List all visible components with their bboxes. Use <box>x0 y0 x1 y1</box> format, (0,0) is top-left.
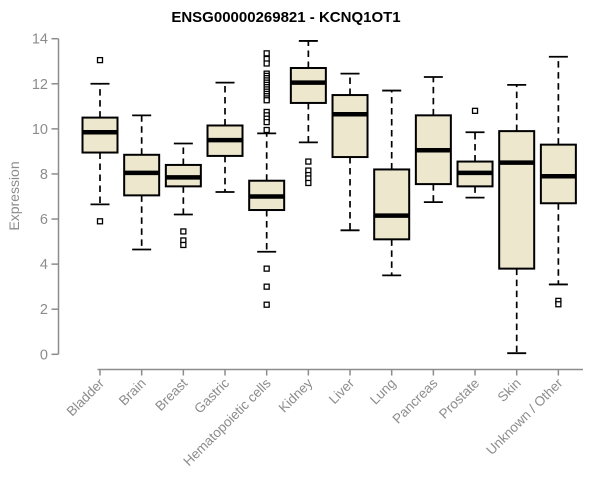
outlier-point-hematopoietic-cells <box>263 283 270 290</box>
y-tick-label: 6 <box>40 212 48 228</box>
y-tick-label: 14 <box>32 32 48 48</box>
outlier-point-hematopoietic-cells <box>263 301 270 308</box>
outlier-point-kidney <box>305 158 312 165</box>
chart-title: ENSG00000269821 - KCNQ1OT1 <box>171 9 401 26</box>
box-bladder <box>81 116 119 154</box>
outlier-point-kidney <box>305 179 312 187</box>
x-tick-label: Liver <box>326 375 358 407</box>
y-tick-label: 2 <box>40 302 48 318</box>
x-tick-label: Prostate <box>436 376 482 422</box>
x-tick-label: Pancreas <box>390 375 441 426</box>
outlier-point-prostate <box>471 107 479 114</box>
box-liver <box>331 94 369 159</box>
x-tick-label: Bladder <box>64 375 108 419</box>
x-tick-label: Breast <box>152 375 190 413</box>
y-tick-label: 10 <box>32 122 48 138</box>
y-tick-label: 12 <box>32 77 48 93</box>
x-tick-label: Kidney <box>276 375 316 415</box>
x-tick-label: Gastric <box>191 375 232 416</box>
outlier-point-breast <box>180 228 187 235</box>
outlier-point-hematopoietic-cells <box>263 50 270 57</box>
y-tick-label: 4 <box>40 257 48 273</box>
outlier-point-breast <box>180 241 187 249</box>
x-tick-label: Skin <box>495 376 524 405</box>
outlier-point-unknown-other <box>555 301 562 308</box>
box-unknown-other <box>539 143 577 205</box>
x-tick-label: Brain <box>116 376 149 409</box>
box-lung <box>373 168 411 241</box>
box-brain <box>123 153 161 197</box>
box-kidney <box>289 67 327 104</box>
y-tick-label: 8 <box>40 167 48 183</box>
outlier-point-hematopoietic-cells <box>263 97 270 104</box>
outlier-point-hematopoietic-cells <box>263 265 270 272</box>
outlier-point-hematopoietic-cells <box>263 118 270 126</box>
outlier-point-bladder <box>96 218 104 225</box>
outlier-point-bladder <box>96 56 104 64</box>
box-skin <box>498 130 536 270</box>
outlier-point-hematopoietic-cells <box>263 126 270 134</box>
y-tick-label: 0 <box>40 347 48 363</box>
x-tick-label: Unknown / Other <box>483 375 566 458</box>
x-tick-label: Lung <box>367 376 399 408</box>
outlier-point-hematopoietic-cells <box>263 60 270 67</box>
